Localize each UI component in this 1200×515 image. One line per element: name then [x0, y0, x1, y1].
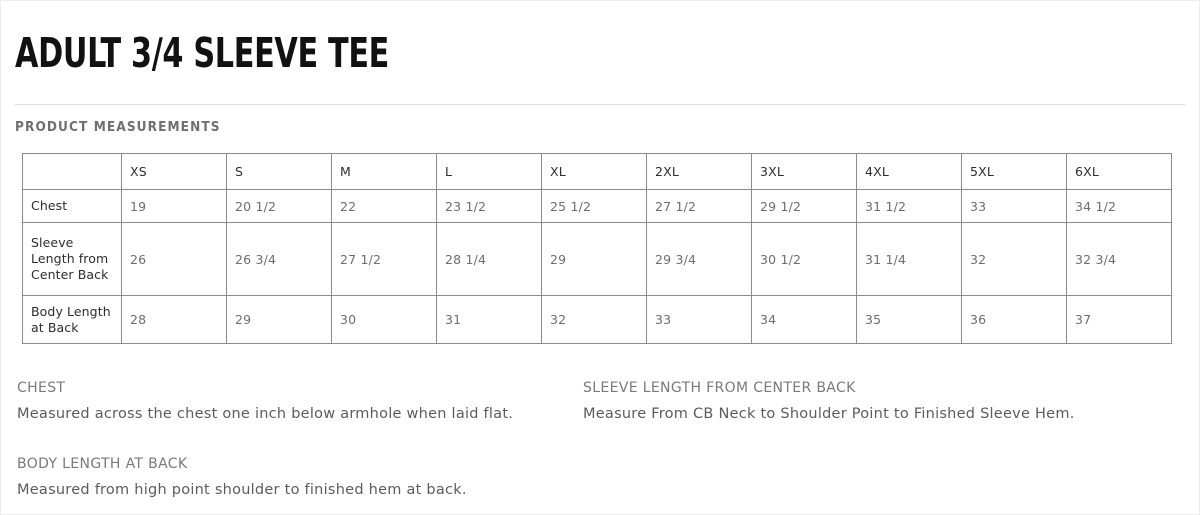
table-row-body-length: Body Length at Back 28 29 30 31 32 33 34…	[22, 295, 1172, 344]
note-sleeve-length: SLEEVE LENGTH FROM CENTER BACK Measure F…	[583, 380, 1185, 424]
measurements-table-wrap: XS S M L XL 2XL 3XL 4XL 5XL 6XL Chest 19…	[15, 153, 1185, 344]
size-header-s: S	[226, 153, 332, 190]
size-header-3xl: 3XL	[751, 153, 857, 190]
measurement-notes: CHEST Measured across the chest one inch…	[15, 380, 1185, 500]
size-header-row: XS S M L XL 2XL 3XL 4XL 5XL 6XL	[22, 153, 1172, 190]
section-label-product-measurements: PRODUCT MEASUREMENTS	[15, 119, 221, 135]
chest-value-s: 20 1/2	[226, 189, 332, 223]
note-heading-chest: CHEST	[17, 380, 66, 396]
sleeve-value-3xl: 30 1/2	[751, 222, 857, 296]
page-title: ADULT 3/4 SLEEVE TEE	[15, 29, 390, 77]
body-value-l: 31	[436, 295, 542, 344]
chest-value-3xl: 29 1/2	[751, 189, 857, 223]
size-header-l: L	[436, 153, 542, 190]
chest-value-5xl: 33	[961, 189, 1067, 223]
body-value-3xl: 34	[751, 295, 857, 344]
chest-value-xs: 19	[121, 189, 227, 223]
row-label-chest: Chest	[22, 189, 122, 223]
chest-value-2xl: 27 1/2	[646, 189, 752, 223]
size-header-5xl: 5XL	[961, 153, 1067, 190]
sleeve-value-5xl: 32	[961, 222, 1067, 296]
size-header-xl: XL	[541, 153, 647, 190]
note-body-sleeve-length: Measure From CB Neck to Shoulder Point t…	[583, 406, 1075, 422]
table-header: XS S M L XL 2XL 3XL 4XL 5XL 6XL	[22, 153, 1172, 190]
sleeve-value-m: 27 1/2	[331, 222, 437, 296]
header-divider	[15, 104, 1185, 105]
body-value-m: 30	[331, 295, 437, 344]
body-value-s: 29	[226, 295, 332, 344]
body-value-6xl: 37	[1066, 295, 1172, 344]
measurements-table: XS S M L XL 2XL 3XL 4XL 5XL 6XL Chest 19…	[22, 153, 1172, 344]
body-value-xs: 28	[121, 295, 227, 344]
sleeve-value-4xl: 31 1/4	[856, 222, 962, 296]
size-header-m: M	[331, 153, 437, 190]
note-heading-body-length: BODY LENGTH AT BACK	[17, 456, 188, 472]
note-body-body-length: Measured from high point shoulder to fin…	[17, 482, 467, 498]
note-body-chest: Measured across the chest one inch below…	[17, 406, 514, 422]
chest-value-xl: 25 1/2	[541, 189, 647, 223]
sleeve-value-2xl: 29 3/4	[646, 222, 752, 296]
note-heading-sleeve-length: SLEEVE LENGTH FROM CENTER BACK	[583, 380, 856, 396]
sleeve-value-s: 26 3/4	[226, 222, 332, 296]
size-header-2xl: 2XL	[646, 153, 752, 190]
sleeve-value-l: 28 1/4	[436, 222, 542, 296]
size-header-xs: XS	[121, 153, 227, 190]
chest-value-m: 22	[331, 189, 437, 223]
row-label-body-length: Body Length at Back	[22, 295, 122, 344]
table-corner-cell	[22, 153, 122, 190]
body-value-4xl: 35	[856, 295, 962, 344]
table-row-chest: Chest 19 20 1/2 22 23 1/2 25 1/2 27 1/2 …	[22, 189, 1172, 223]
body-value-2xl: 33	[646, 295, 752, 344]
sleeve-value-xs: 26	[121, 222, 227, 296]
body-value-5xl: 36	[961, 295, 1067, 344]
sleeve-value-xl: 29	[541, 222, 647, 296]
size-header-6xl: 6XL	[1066, 153, 1172, 190]
title-block: ADULT 3/4 SLEEVE TEE	[15, 1, 1185, 77]
note-body-length: BODY LENGTH AT BACK Measured from high p…	[17, 456, 583, 500]
sleeve-value-6xl: 32 3/4	[1066, 222, 1172, 296]
chest-value-4xl: 31 1/2	[856, 189, 962, 223]
body-value-xl: 32	[541, 295, 647, 344]
table-row-sleeve-length: Sleeve Length from Center Back 26 26 3/4…	[22, 222, 1172, 296]
note-chest: CHEST Measured across the chest one inch…	[17, 380, 583, 424]
chest-value-l: 23 1/2	[436, 189, 542, 223]
row-label-sleeve-length: Sleeve Length from Center Back	[22, 222, 122, 296]
size-header-4xl: 4XL	[856, 153, 962, 190]
chest-value-6xl: 34 1/2	[1066, 189, 1172, 223]
table-body: Chest 19 20 1/2 22 23 1/2 25 1/2 27 1/2 …	[22, 189, 1172, 344]
